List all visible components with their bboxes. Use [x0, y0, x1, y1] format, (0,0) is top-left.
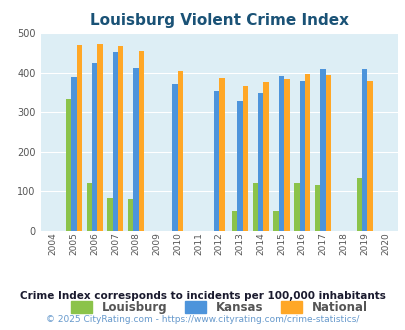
Bar: [258, 93, 263, 231]
Bar: [252, 183, 258, 231]
Bar: [71, 77, 77, 231]
Bar: [284, 79, 289, 231]
Bar: [66, 99, 71, 231]
Bar: [172, 84, 177, 231]
Bar: [219, 78, 224, 231]
Text: © 2025 CityRating.com - https://www.cityrating.com/crime-statistics/: © 2025 CityRating.com - https://www.city…: [46, 315, 359, 324]
Bar: [278, 76, 284, 231]
Bar: [231, 211, 237, 231]
Title: Louisburg Violent Crime Index: Louisburg Violent Crime Index: [90, 13, 348, 28]
Bar: [367, 81, 372, 231]
Bar: [320, 69, 325, 231]
Bar: [314, 185, 320, 231]
Bar: [113, 51, 118, 231]
Bar: [128, 199, 133, 231]
Bar: [361, 69, 367, 231]
Bar: [92, 63, 97, 231]
Bar: [356, 178, 361, 231]
Bar: [299, 81, 304, 231]
Bar: [177, 71, 183, 231]
Bar: [77, 45, 82, 231]
Bar: [294, 183, 299, 231]
Bar: [237, 101, 242, 231]
Bar: [263, 82, 268, 231]
Bar: [118, 46, 123, 231]
Bar: [133, 68, 139, 231]
Bar: [325, 75, 330, 231]
Bar: [304, 74, 310, 231]
Bar: [213, 91, 219, 231]
Legend: Louisburg, Kansas, National: Louisburg, Kansas, National: [66, 296, 371, 319]
Bar: [107, 198, 113, 231]
Bar: [242, 86, 247, 231]
Bar: [139, 51, 144, 231]
Bar: [273, 211, 278, 231]
Bar: [97, 44, 102, 231]
Bar: [86, 183, 92, 231]
Text: Crime Index corresponds to incidents per 100,000 inhabitants: Crime Index corresponds to incidents per…: [20, 291, 385, 301]
